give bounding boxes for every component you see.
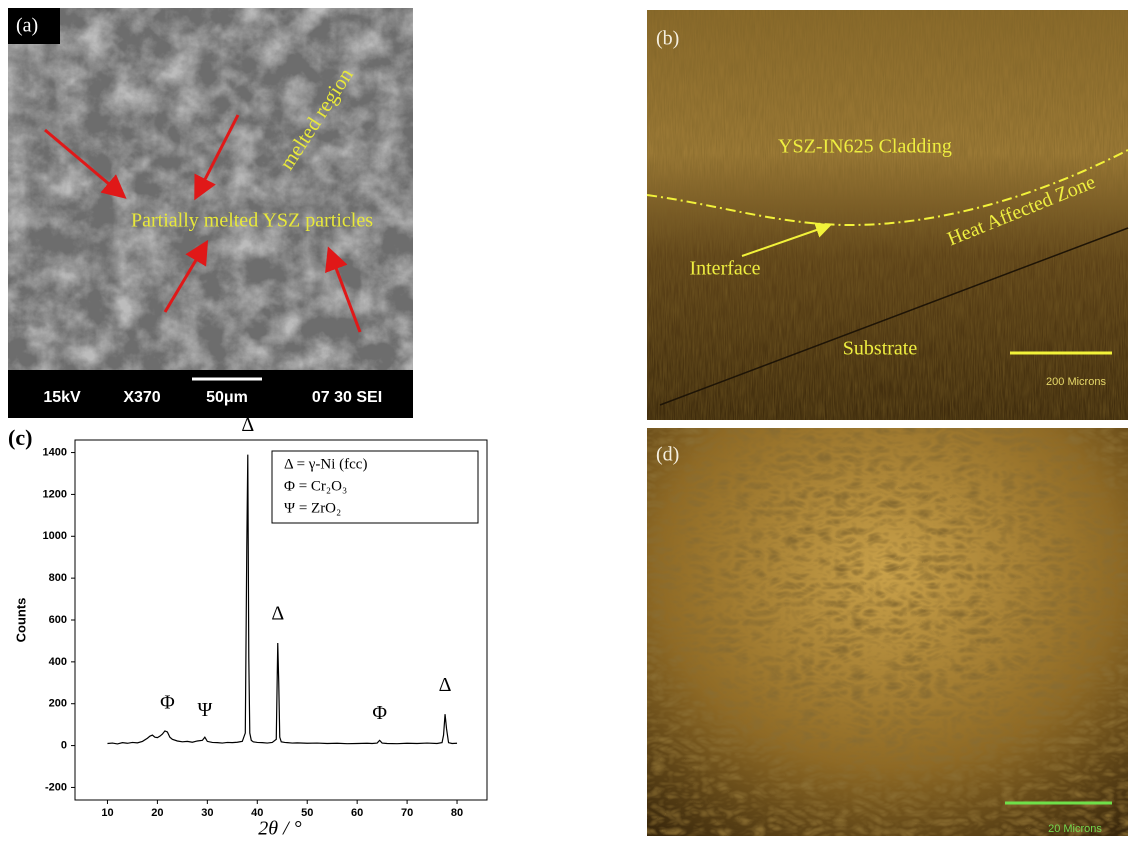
peak-label: Δ [439,674,452,696]
legend-entry: Φ = Cr₂O₃ [284,478,347,494]
x-tick-label: 50 [301,807,313,819]
y-tick-label: 600 [49,614,67,626]
info-text: 15kV [43,389,81,406]
annotation: Partially melted YSZ particles [131,210,373,232]
panel-label: (c) [8,425,32,450]
legend-entry: Ψ = ZrO₂ [284,500,341,516]
y-tick-label: -200 [45,781,67,793]
x-tick-label: 30 [201,807,213,819]
annotation: YSZ-IN625 Cladding [778,136,952,158]
x-tick-label: 20 [151,807,163,819]
info-text: 07 30 SEI [312,389,382,406]
panel-a: (a) melted region Partially melted YSZ p… [8,8,413,418]
info-text: X370 [123,389,160,406]
sem-texture [8,8,413,370]
panel-b: (b) YSZ-IN625 Cladding Heat Affected Zon… [647,10,1128,420]
peak-label: Ψ [197,699,212,721]
y-tick-label: 1400 [43,446,67,458]
scale-label: 20 Microns [1048,823,1102,835]
panel-c: (c) Counts 2θ / ° Δ = γ-Ni (fcc) Φ = Cr₂… [8,414,487,839]
x-tick-label: 10 [101,807,113,819]
legend-entry: Δ = γ-Ni (fcc) [284,456,367,472]
panel-label: (d) [656,444,679,466]
y-tick-label: 400 [49,656,67,668]
x-tick-label: 40 [251,807,263,819]
y-tick-label: 0 [61,739,67,751]
peak-label: Δ [241,414,254,436]
annotation: Interface [689,258,760,280]
y-tick-label: 200 [49,698,67,710]
y-tick-label: 800 [49,572,67,584]
scale-label: 200 Microns [1046,376,1106,388]
y-tick-label: 1000 [43,530,67,542]
peak-label: Φ [372,702,387,724]
x-tick-label: 60 [351,807,363,819]
panel-d: (d) 20 Microns [647,428,1128,836]
figure: (a) melted region Partially melted YSZ p… [0,0,1137,842]
micrograph-texture [647,428,1128,836]
x-axis-label: 2θ / ° [258,818,301,840]
x-tick-label: 70 [401,807,413,819]
peak-label: Δ [271,603,284,625]
panel-label: (a) [16,15,38,37]
peak-label: Φ [160,692,175,714]
y-axis-label: Counts [13,598,28,643]
y-tick-label: 1200 [43,488,67,500]
info-text: 50μm [206,389,248,406]
panel-label: (b) [656,28,679,50]
x-tick-label: 80 [451,807,463,819]
annotation: Substrate [843,338,918,360]
